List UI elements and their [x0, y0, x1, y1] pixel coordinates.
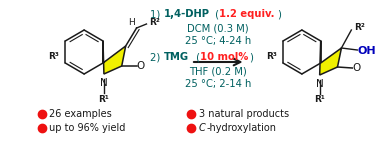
Text: 25 °C; 4-24 h: 25 °C; 4-24 h	[184, 36, 251, 46]
Text: R¹: R¹	[99, 95, 109, 103]
Text: (: (	[193, 52, 200, 62]
Text: DCM (0.3 M): DCM (0.3 M)	[187, 23, 249, 33]
Text: O: O	[352, 63, 360, 73]
Text: (: (	[212, 9, 219, 19]
Text: OH: OH	[358, 46, 376, 56]
Text: -hydroxylation: -hydroxylation	[207, 123, 277, 133]
Text: 1,4-DHP: 1,4-DHP	[164, 9, 210, 19]
Text: O: O	[136, 61, 145, 71]
Text: C: C	[199, 123, 206, 133]
Polygon shape	[103, 41, 126, 74]
Text: 10 mol%: 10 mol%	[200, 52, 248, 62]
Text: R³: R³	[48, 51, 59, 61]
Text: R¹: R¹	[314, 96, 325, 105]
Text: N: N	[316, 79, 324, 89]
Text: 26 examples: 26 examples	[50, 109, 112, 119]
Text: R³: R³	[266, 51, 277, 61]
Text: H: H	[128, 17, 135, 26]
Text: 3 natural products: 3 natural products	[199, 109, 289, 119]
Text: 2): 2)	[150, 52, 164, 62]
Text: R²: R²	[149, 17, 160, 26]
Text: 1): 1)	[150, 9, 164, 19]
Text: R²: R²	[354, 22, 365, 31]
Text: ): )	[277, 9, 281, 19]
Text: up to 96% yield: up to 96% yield	[50, 123, 126, 133]
Polygon shape	[320, 41, 341, 75]
Text: N: N	[100, 78, 108, 88]
Text: 1.2 equiv.: 1.2 equiv.	[219, 9, 274, 19]
Text: THF (0.2 M): THF (0.2 M)	[189, 66, 246, 76]
Text: ): )	[249, 52, 253, 62]
Text: 25 °C; 2-14 h: 25 °C; 2-14 h	[184, 79, 251, 89]
Text: TMG: TMG	[164, 52, 189, 62]
